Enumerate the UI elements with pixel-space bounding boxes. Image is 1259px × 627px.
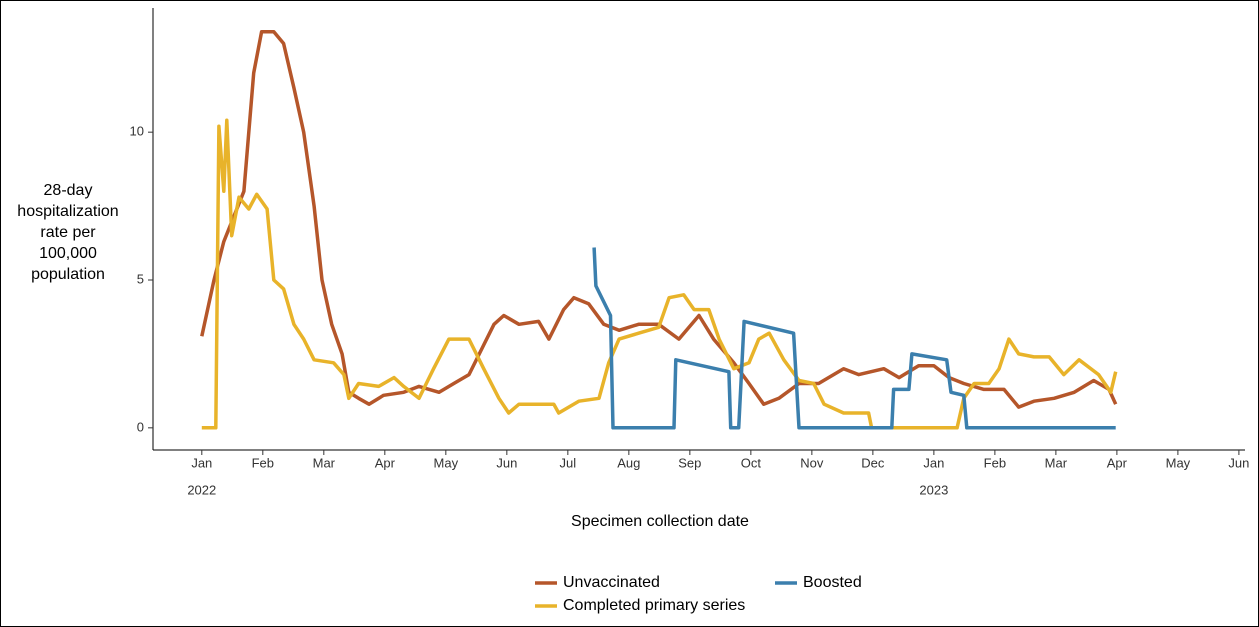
y-axis-title: 100,000 — [39, 245, 97, 262]
y-axis-title: population — [31, 266, 105, 283]
y-axis-title: rate per — [40, 224, 96, 241]
series-line — [200, 29, 1118, 409]
x-tick-label: Jun — [496, 455, 517, 470]
x-axis-title: Specimen collection date — [571, 513, 749, 530]
x-tick-label: Apr — [375, 455, 396, 470]
y-tick-label: 0 — [137, 419, 144, 434]
x-tick-label: Feb — [984, 455, 1006, 470]
x-tick-label: Mar — [313, 455, 336, 470]
year-label: 2023 — [919, 482, 948, 497]
x-tick-label: Sep — [678, 455, 701, 470]
y-tick-label: 10 — [130, 124, 144, 139]
legend-label: Boosted — [803, 574, 862, 591]
legend-label: Completed primary series — [563, 597, 745, 614]
x-tick-label: Oct — [741, 455, 762, 470]
x-tick-label: Apr — [1107, 455, 1128, 470]
y-tick-label: 5 — [137, 271, 144, 286]
y-axis-title: hospitalization — [17, 203, 118, 220]
x-tick-label: Nov — [800, 455, 824, 470]
x-tick-label: Feb — [252, 455, 274, 470]
x-tick-label: Mar — [1045, 455, 1068, 470]
x-tick-label: May — [434, 455, 459, 470]
year-label: 2022 — [187, 482, 216, 497]
x-tick-label: May — [1166, 455, 1191, 470]
legend-label: Unvaccinated — [563, 574, 660, 591]
y-axis-title: 28-day — [44, 182, 93, 199]
x-tick-label: Dec — [861, 455, 885, 470]
series-line — [201, 118, 1118, 430]
series-line — [592, 247, 1116, 430]
x-tick-label: Jan — [923, 455, 944, 470]
x-tick-label: Jul — [560, 455, 577, 470]
x-tick-label: Aug — [617, 455, 640, 470]
x-tick-label: Jan — [191, 455, 212, 470]
x-tick-label: Jun — [1228, 455, 1249, 470]
